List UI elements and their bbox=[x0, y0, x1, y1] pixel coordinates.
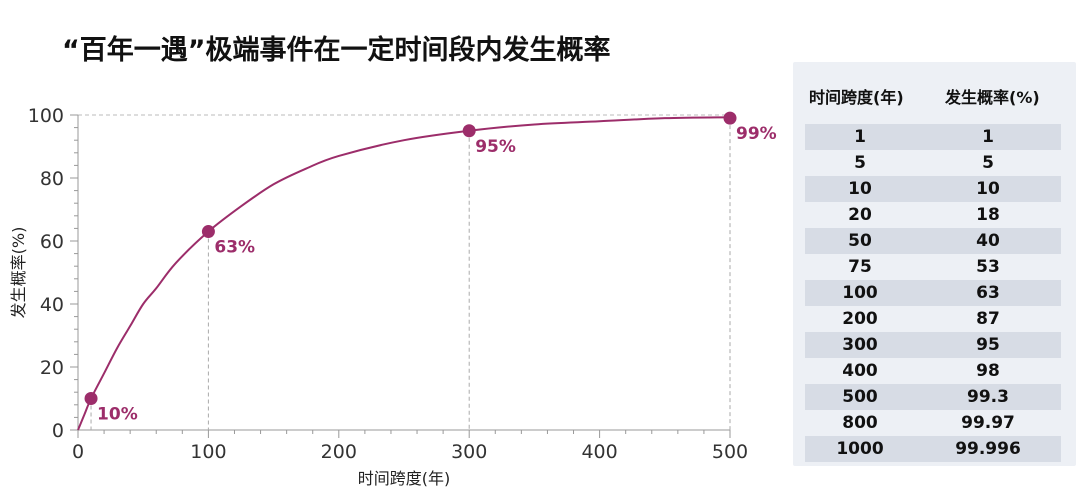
y-tick-label: 100 bbox=[28, 105, 64, 127]
data-point bbox=[84, 392, 98, 405]
y-tick-label: 80 bbox=[40, 168, 64, 190]
table-cell-years: 800 bbox=[842, 413, 878, 433]
chart-title: “百年一遇”极端事件在一定时间段内发生概率 bbox=[62, 35, 611, 66]
table-row: 75 53 bbox=[805, 254, 1061, 280]
data-label: 95% bbox=[475, 137, 516, 157]
data-point bbox=[462, 124, 476, 138]
table-header: 时间跨度(年) 发生概率(%) bbox=[793, 84, 1076, 112]
series-layer bbox=[77, 116, 731, 431]
data-label: 63% bbox=[214, 238, 255, 258]
data-point bbox=[723, 111, 737, 125]
table-cell-years: 1 bbox=[854, 127, 866, 147]
x-tick-label: 200 bbox=[321, 441, 357, 463]
table-row: 20 18 bbox=[805, 202, 1061, 228]
table-row: 100 63 bbox=[805, 280, 1061, 306]
table-header-years: 时间跨度(年) bbox=[809, 88, 904, 107]
y-tick-label: 40 bbox=[40, 294, 64, 316]
table-cell-probability: 99.996 bbox=[955, 439, 1021, 459]
table-row: 200 87 bbox=[805, 306, 1061, 332]
table-cell-probability: 40 bbox=[976, 231, 1000, 251]
data-point bbox=[201, 225, 215, 239]
y-tick-label: 0 bbox=[52, 420, 64, 442]
table-body: 1 1 5 5 10 10 20 18 50 40 75 53 100 63 200 87 300 95 400 98… bbox=[805, 124, 1061, 462]
table-row: 500 99.3 bbox=[805, 384, 1061, 410]
table-cell-probability: 53 bbox=[976, 257, 1000, 277]
x-tick-label: 0 bbox=[72, 441, 84, 463]
data-table: 时间跨度(年) 发生概率(%) 1 1 5 5 10 10 20 18 50 40 75 53 100 6… bbox=[793, 62, 1076, 466]
x-tick-label: 100 bbox=[190, 441, 226, 463]
table-header-probability: 发生概率(%) bbox=[945, 88, 1040, 107]
x-tick-label: 400 bbox=[581, 441, 617, 463]
table-row: 300 95 bbox=[805, 332, 1061, 358]
y-tick-label: 20 bbox=[40, 357, 64, 379]
x-tick-label: 500 bbox=[712, 441, 748, 463]
y-tick-label: 60 bbox=[40, 231, 64, 253]
table-row: 10 10 bbox=[805, 176, 1061, 202]
table-cell-years: 500 bbox=[842, 387, 878, 407]
table-row: 50 40 bbox=[805, 228, 1061, 254]
markers-layer: 10% 63% 95% 99% bbox=[84, 111, 777, 425]
chart-axes: 0 20 40 60 80 100 0 100 200 300 400 500 bbox=[28, 105, 748, 463]
table-cell-years: 300 bbox=[842, 335, 878, 355]
x-tick-label: 300 bbox=[451, 441, 487, 463]
table-cell-years: 20 bbox=[848, 205, 872, 225]
table-cell-probability: 98 bbox=[976, 361, 1000, 381]
table-cell-probability: 99.97 bbox=[961, 413, 1015, 433]
table-cell-probability: 5 bbox=[982, 153, 994, 173]
table-cell-probability: 99.3 bbox=[967, 387, 1009, 407]
table-cell-probability: 63 bbox=[976, 283, 1000, 303]
reference-lines bbox=[90, 118, 731, 430]
table-cell-years: 400 bbox=[842, 361, 878, 381]
table-cell-probability: 95 bbox=[976, 335, 1000, 355]
series-line bbox=[77, 116, 731, 431]
line-chart: 0 20 40 60 80 100 0 100 200 300 400 500 10% 63% 95% 99… bbox=[9, 105, 777, 488]
table-cell-years: 75 bbox=[848, 257, 872, 277]
table-cell-years: 5 bbox=[854, 153, 866, 173]
data-label: 10% bbox=[97, 405, 138, 425]
table-cell-years: 200 bbox=[842, 309, 878, 329]
table-cell-years: 1000 bbox=[836, 439, 884, 459]
table-row: 800 99.97 bbox=[805, 410, 1061, 436]
table-cell-years: 50 bbox=[848, 231, 872, 251]
table-cell-probability: 87 bbox=[976, 309, 1000, 329]
table-cell-years: 10 bbox=[848, 179, 872, 199]
table-cell-probability: 18 bbox=[976, 205, 1000, 225]
table-row: 400 98 bbox=[805, 358, 1061, 384]
table-row: 1000 99.996 bbox=[805, 436, 1061, 462]
data-label: 99% bbox=[736, 124, 777, 144]
y-axis-label: 发生概率(%) bbox=[9, 227, 28, 319]
table-cell-probability: 10 bbox=[976, 179, 1000, 199]
x-axis-label: 时间跨度(年) bbox=[358, 469, 451, 488]
table-cell-probability: 1 bbox=[982, 127, 994, 147]
table-cell-years: 100 bbox=[842, 283, 878, 303]
